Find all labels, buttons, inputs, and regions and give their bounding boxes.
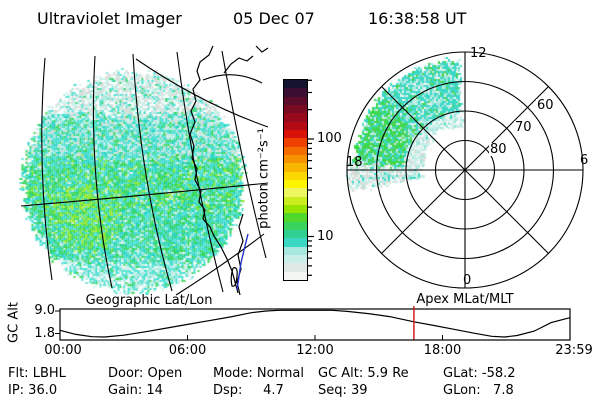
altitude-curve	[59, 309, 571, 338]
colorbar-band	[284, 188, 307, 197]
colorbar-band	[284, 80, 307, 89]
polar-label-70: 70	[514, 120, 533, 135]
polar-label-6: 6	[580, 153, 589, 168]
status-field: Dsp: 4.7	[213, 383, 284, 398]
status-field: GLat: -58.2	[443, 366, 516, 381]
colorbar-band	[284, 163, 307, 172]
polar-label-18: 18	[346, 155, 363, 170]
colorbar-band	[284, 213, 307, 222]
colorbar-band	[284, 96, 307, 105]
left-panel-caption: Geographic Lat/Lon	[85, 293, 213, 308]
polar-label-12: 12	[470, 46, 487, 61]
date-text: 05 Dec 07	[233, 9, 315, 28]
strip-chart	[55, 306, 571, 341]
colorbar-band	[284, 196, 307, 205]
strip-xtick-label: 12:00	[296, 343, 334, 358]
time-text: 16:38:58 UT	[368, 9, 467, 28]
uv-polar-aurora-image	[340, 45, 480, 193]
page-title: Ultraviolet Imager	[37, 9, 182, 28]
polar-label-60: 60	[536, 98, 555, 113]
colorbar-tick-label: 10	[317, 228, 334, 244]
status-field: Seq: 39	[318, 383, 368, 398]
colorbar-band	[284, 121, 307, 130]
colorbar-band	[284, 238, 307, 247]
colorbar-band	[284, 221, 307, 230]
colorbar-band	[284, 204, 307, 214]
status-field: Door: Open	[108, 366, 183, 381]
status-field: Flt: LBHL	[8, 366, 66, 381]
colorbar-band	[284, 271, 307, 280]
colorbar-band	[284, 146, 307, 155]
status-field: GLon: 7.8	[443, 383, 514, 398]
colorbar-band	[284, 263, 307, 272]
colorbar-band	[284, 229, 307, 239]
polar-label-0: 0	[463, 273, 472, 288]
colorbar-label: photon cm⁻²s⁻¹	[256, 128, 272, 229]
status-field: Mode: Normal	[213, 366, 304, 381]
colorbar-ticks	[308, 79, 314, 276]
strip-xtick-label: 23:59	[555, 343, 593, 358]
colorbar-band	[284, 179, 307, 189]
colorbar-band	[284, 113, 307, 122]
strip-xtick-label: 06:00	[168, 343, 207, 358]
strip-ytick-label: 9.0	[34, 303, 55, 318]
strip-ytick-label: 1.8	[34, 325, 55, 341]
status-field: Gain: 14	[108, 383, 163, 398]
uv-earth-disk-image	[10, 45, 270, 295]
strip-xtick-label: 18:00	[423, 343, 462, 358]
colorbar	[283, 79, 308, 281]
colorbar-band	[284, 171, 307, 180]
polar-panel-caption: Apex MLat/MLT	[416, 292, 514, 307]
colorbar-band	[284, 88, 307, 97]
polar-label-80: 80	[489, 142, 508, 157]
colorbar-band	[284, 138, 307, 147]
colorbar-band	[284, 154, 307, 164]
colorbar-tick-label: 100	[317, 131, 342, 146]
status-field: IP: 36.0	[8, 383, 58, 398]
strip-chart-axis-ticks	[55, 310, 443, 340]
colorbar-band	[284, 254, 307, 264]
strip-xtick-label: 00:00	[44, 343, 82, 358]
colorbar-band	[284, 129, 307, 139]
colorbar-band	[284, 104, 307, 114]
strip-chart-ylabel: GC Alt	[6, 302, 22, 343]
status-field: GC Alt: 5.9 Re	[318, 366, 409, 381]
strip-chart-frame	[59, 308, 571, 341]
colorbar-band	[284, 246, 307, 255]
